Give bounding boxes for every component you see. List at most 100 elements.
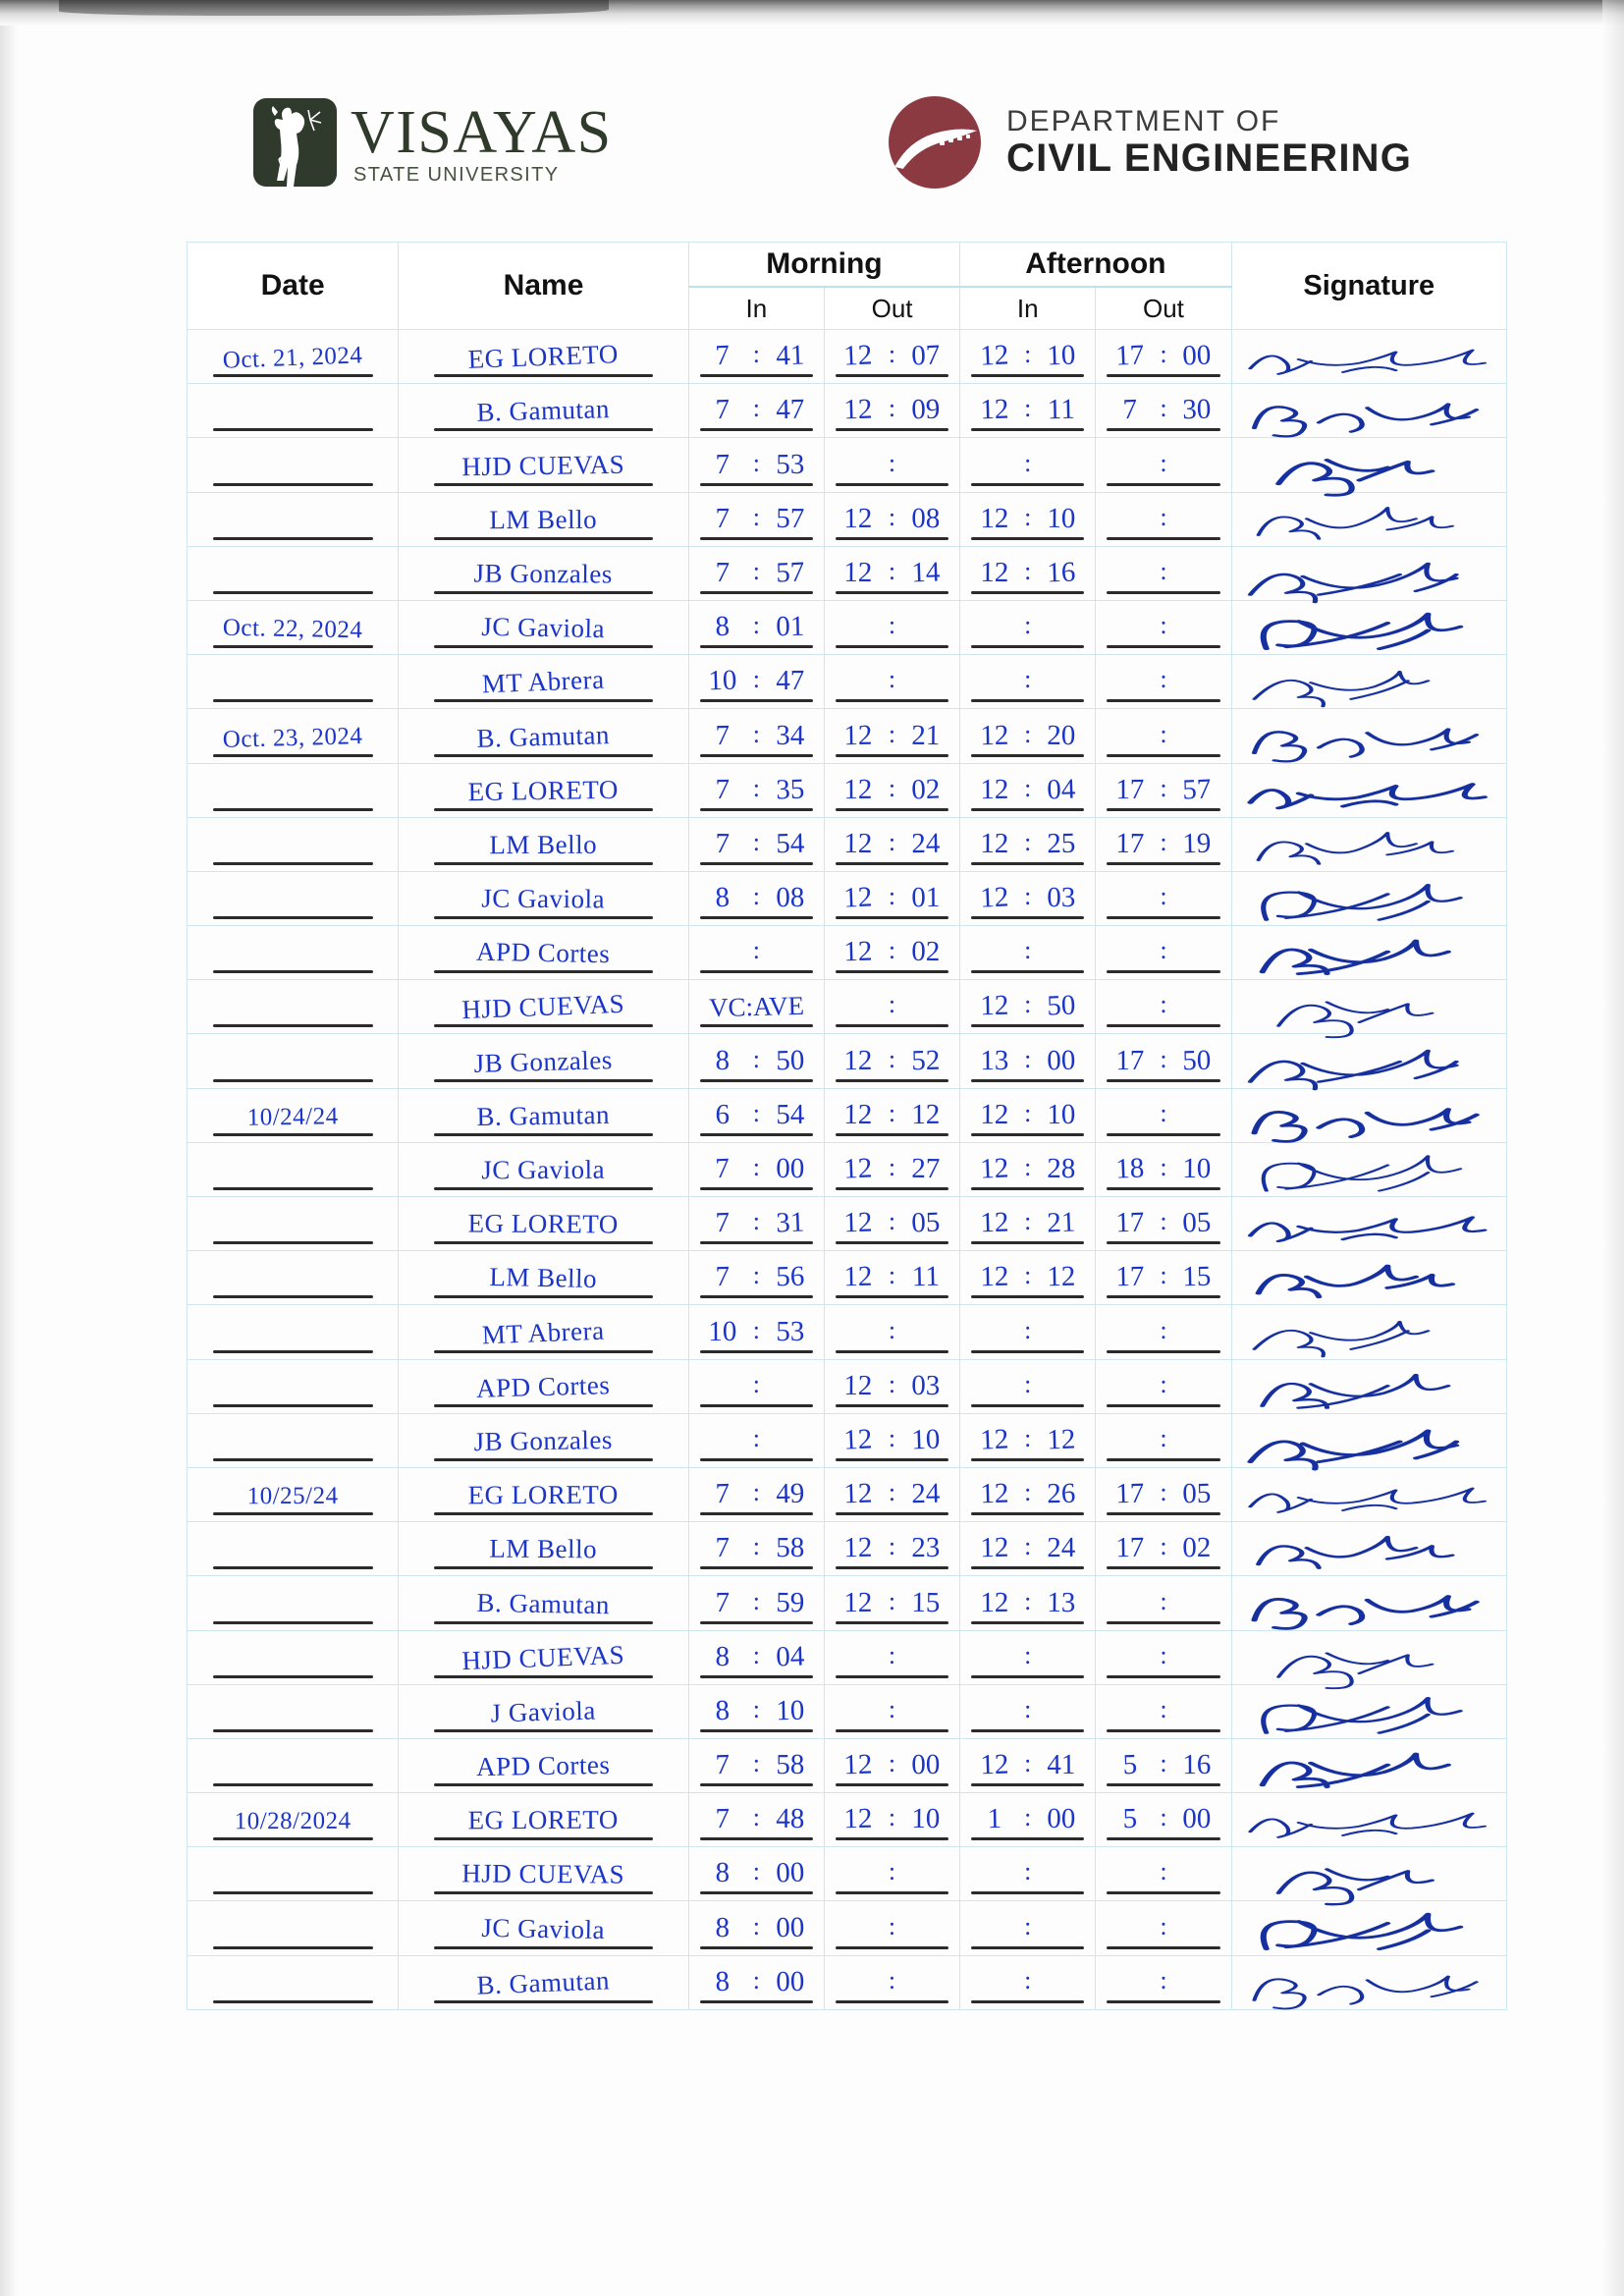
cell-signature[interactable] [1230, 1900, 1508, 1956]
cell-name[interactable]: B. Gamutan [398, 1954, 689, 2010]
cell-morning-in[interactable]: :10 53 [687, 1304, 825, 1360]
cell-name[interactable]: HJD CUEVAS [398, 1846, 689, 1902]
cell-afternoon-in[interactable]: :12 20 [959, 708, 1097, 764]
cell-date[interactable] [186, 1846, 400, 1902]
cell-date[interactable] [186, 437, 400, 493]
cell-name[interactable]: J Gaviola [398, 1683, 689, 1739]
cell-afternoon-in[interactable]: : [959, 1629, 1097, 1685]
cell-morning-in[interactable]: :7 59 [687, 1575, 825, 1631]
cell-signature[interactable] [1230, 1195, 1508, 1252]
table-row[interactable]: 10/28/2024 EG LORETO:7 48:12 10:1 00:5 00 [186, 1792, 1508, 1848]
cell-name[interactable]: EG LORETO [398, 1466, 689, 1523]
cell-afternoon-out[interactable]: :17 19 [1095, 816, 1232, 872]
cell-morning-in[interactable]: :7 58 [687, 1737, 825, 1794]
cell-afternoon-out[interactable]: : [1095, 1900, 1232, 1956]
cell-name[interactable]: JB Gonzales [398, 1412, 689, 1468]
cell-afternoon-in[interactable]: : [959, 1954, 1097, 2010]
cell-afternoon-in[interactable]: : [959, 1304, 1097, 1360]
cell-date[interactable]: 10/28/2024 [186, 1792, 400, 1848]
cell-afternoon-out[interactable]: : [1095, 1087, 1232, 1143]
cell-morning-in[interactable]: :7 48 [687, 1792, 825, 1848]
cell-afternoon-in[interactable]: :12 12 [959, 1250, 1097, 1306]
cell-afternoon-in[interactable]: :12 16 [959, 545, 1097, 601]
cell-morning-in[interactable]: :7 53 [687, 437, 825, 493]
cell-signature[interactable] [1230, 1521, 1508, 1577]
cell-signature[interactable] [1230, 328, 1508, 385]
table-row[interactable]: JC Gaviola:8 00::: [186, 1900, 1508, 1956]
cell-signature[interactable] [1230, 545, 1508, 603]
table-row[interactable]: HJD CUEVAS:7 53::: [186, 437, 1508, 497]
cell-afternoon-out[interactable]: :5 16 [1095, 1737, 1232, 1794]
cell-afternoon-in[interactable]: :1 00 [959, 1792, 1097, 1848]
cell-afternoon-out[interactable]: : [1095, 437, 1232, 493]
cell-date[interactable] [186, 1521, 400, 1577]
table-row[interactable]: JB Gonzales::12 10:12 12: [186, 1412, 1508, 1471]
cell-morning-in[interactable]: : [687, 1412, 825, 1468]
table-row[interactable]: EG LORETO:7 31:12 05:12 21:17 05 [186, 1195, 1508, 1252]
cell-morning-out[interactable]: :12 23 [823, 1521, 961, 1577]
cell-name[interactable]: HJD CUEVAS [398, 1629, 689, 1685]
cell-morning-in[interactable]: :7 57 [687, 545, 825, 601]
table-row[interactable]: LM Bello:7 58:12 23:12 24:17 02 [186, 1521, 1508, 1577]
cell-date[interactable] [186, 1683, 400, 1739]
cell-afternoon-out[interactable]: : [1095, 1846, 1232, 1902]
cell-signature[interactable] [1230, 925, 1508, 981]
cell-name[interactable]: LM Bello [398, 1521, 689, 1577]
cell-morning-out[interactable]: :12 00 [823, 1737, 961, 1794]
cell-afternoon-in[interactable]: : [959, 654, 1097, 710]
cell-morning-in[interactable]: :8 50 [687, 1033, 825, 1089]
cell-signature[interactable] [1230, 1954, 1508, 2010]
cell-afternoon-out[interactable]: :5 00 [1095, 1792, 1232, 1848]
table-row[interactable]: JB Gonzales:8 50:12 52:13 00:17 50 [186, 1033, 1508, 1091]
cell-name[interactable]: EG LORETO [398, 1195, 689, 1252]
cell-afternoon-out[interactable]: : [1095, 545, 1232, 601]
cell-afternoon-in[interactable]: : [959, 1846, 1097, 1902]
cell-afternoon-out[interactable]: : [1095, 654, 1232, 710]
table-row[interactable]: B. Gamutan:7 47:12 09:12 11:7 30 [186, 383, 1508, 439]
cell-name[interactable]: JC Gaviola [398, 870, 689, 927]
cell-afternoon-out[interactable]: : [1095, 491, 1232, 547]
cell-morning-in[interactable]: : [687, 1358, 825, 1414]
cell-afternoon-in[interactable]: :12 50 [959, 979, 1097, 1035]
cell-afternoon-out[interactable]: : [1095, 599, 1232, 656]
cell-signature[interactable] [1230, 1683, 1508, 1739]
cell-morning-in[interactable]: :7 54 [687, 816, 825, 872]
cell-signature[interactable] [1230, 437, 1508, 497]
cell-morning-out[interactable]: :12 11 [823, 1250, 961, 1306]
cell-afternoon-in[interactable]: :12 03 [959, 870, 1097, 927]
cell-signature[interactable] [1230, 870, 1508, 927]
cell-morning-out[interactable]: : [823, 1304, 961, 1360]
table-row[interactable]: LM Bello:7 54:12 24:12 25:17 19 [186, 816, 1508, 872]
cell-date[interactable] [186, 925, 400, 981]
cell-morning-out[interactable]: : [823, 1683, 961, 1739]
cell-afternoon-in[interactable]: : [959, 1683, 1097, 1739]
cell-morning-out[interactable]: :12 10 [823, 1412, 961, 1468]
table-row[interactable]: HJD CUEVAS:8 00::: [186, 1846, 1508, 1906]
cell-afternoon-in[interactable]: : [959, 437, 1097, 493]
cell-morning-in[interactable]: :8 10 [687, 1683, 825, 1739]
cell-afternoon-in[interactable]: :12 13 [959, 1575, 1097, 1631]
cell-name[interactable]: EG LORETO [398, 1792, 689, 1848]
cell-name[interactable]: EG LORETO [398, 762, 689, 818]
cell-afternoon-out[interactable]: :18 10 [1095, 1141, 1232, 1198]
cell-name[interactable]: MT Abrera [398, 1304, 689, 1360]
cell-name[interactable]: LM Bello [398, 1250, 689, 1306]
cell-signature[interactable] [1230, 1358, 1508, 1414]
cell-date[interactable] [186, 491, 400, 547]
cell-morning-out[interactable]: :12 15 [823, 1575, 961, 1631]
cell-morning-in[interactable]: :7 56 [687, 1250, 825, 1306]
table-row[interactable]: MT Abrera:10 53::: [186, 1304, 1508, 1360]
cell-morning-out[interactable]: : [823, 1629, 961, 1685]
cell-name[interactable]: HJD CUEVAS [398, 979, 689, 1035]
cell-morning-in[interactable]: :8 04 [687, 1629, 825, 1685]
cell-signature[interactable] [1230, 491, 1508, 547]
cell-morning-out[interactable]: :12 52 [823, 1033, 961, 1089]
cell-afternoon-out[interactable]: : [1095, 1304, 1232, 1360]
cell-morning-out[interactable]: :12 08 [823, 491, 961, 547]
cell-signature[interactable] [1230, 1304, 1508, 1360]
cell-afternoon-in[interactable]: :12 10 [959, 491, 1097, 547]
table-row[interactable]: 10/24/24 B. Gamutan:6 54:12 12:12 10: [186, 1087, 1508, 1143]
table-row[interactable]: Oct. 23, 2024 B. Gamutan:7 34:12 21:12 20: [186, 708, 1508, 764]
cell-morning-in[interactable]: :8 08 [687, 870, 825, 927]
